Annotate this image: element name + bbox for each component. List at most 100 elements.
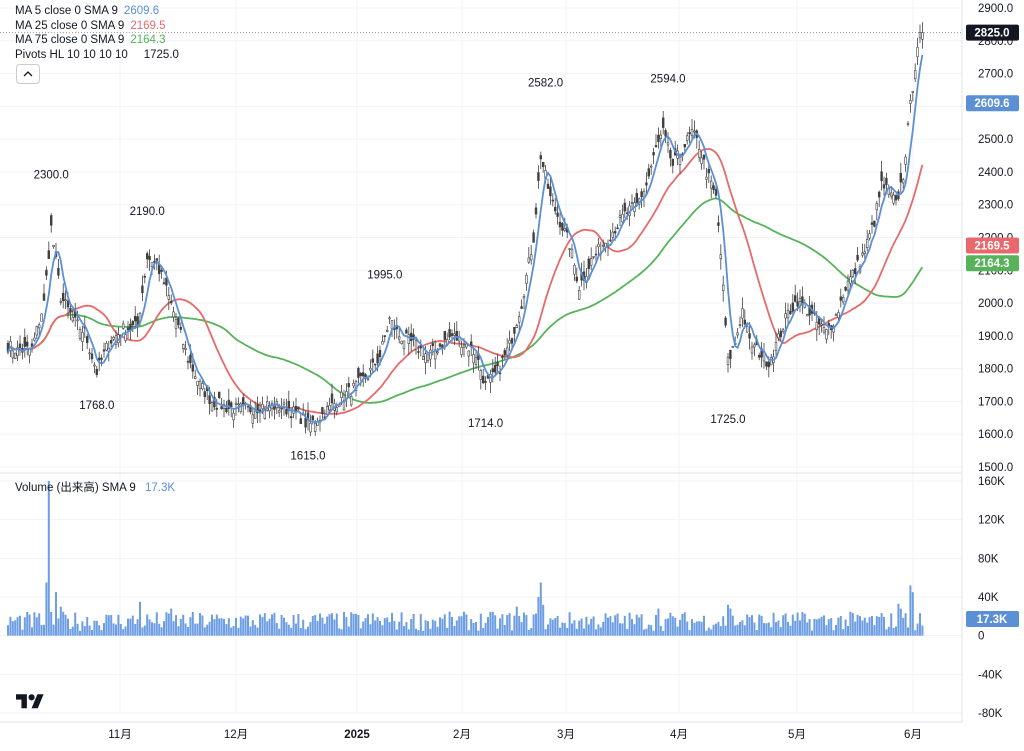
- volume-bar: [532, 614, 535, 636]
- axes[interactable]: 2900.02800.02700.02600.02500.02400.02300…: [108, 3, 1019, 741]
- volume-bar: [379, 620, 381, 636]
- candle-body: [227, 399, 230, 409]
- candle-body: [330, 393, 334, 404]
- volume-bar: [859, 616, 861, 636]
- candle-body: [45, 269, 48, 276]
- volume-bar: [201, 615, 204, 636]
- legend-ma75[interactable]: MA 75 close 0 SMA 9 2164.3: [15, 33, 179, 48]
- volume-bar: [427, 621, 429, 636]
- candle-body: [443, 330, 446, 340]
- volume-bar: [705, 630, 708, 636]
- volume-bar: [407, 629, 410, 636]
- candle-body: [189, 354, 192, 364]
- candle-body: [150, 262, 154, 267]
- volume-bar: [26, 611, 29, 636]
- volume-bar: [74, 612, 77, 636]
- candle-body: [657, 134, 660, 143]
- volume-bar: [280, 615, 283, 636]
- candle-body: [141, 285, 144, 294]
- volume-bar: [856, 614, 859, 636]
- volume-bar: [688, 630, 691, 636]
- volume-bar: [820, 616, 823, 636]
- volume-bar: [261, 617, 264, 636]
- candle-body: [467, 350, 470, 357]
- candle-body: [767, 361, 771, 368]
- price-tick-label: 2400.0: [978, 167, 1013, 179]
- candle-body: [66, 300, 70, 308]
- candle-body: [59, 301, 63, 303]
- volume-bar: [122, 629, 125, 636]
- candle-body: [916, 46, 919, 58]
- volume-bar: [76, 623, 79, 636]
- candle-body: [299, 418, 302, 424]
- volume-bar: [712, 624, 715, 636]
- candle-body: [527, 257, 531, 263]
- volume-bar: [345, 617, 348, 636]
- price-badge-label: 2169.5: [974, 240, 1010, 252]
- legend-ma25[interactable]: MA 25 close 0 SMA 9 2169.5: [15, 19, 179, 34]
- volume-bar: [671, 616, 674, 636]
- candle-body: [741, 308, 744, 319]
- volume-bar: [50, 612, 53, 636]
- tradingview-logo-icon[interactable]: [16, 690, 44, 714]
- volume-bar: [808, 618, 811, 636]
- candle-body: [112, 336, 115, 340]
- volume-tick-label: 0: [978, 631, 984, 643]
- volume-bar: [784, 613, 787, 636]
- candle-body: [297, 406, 300, 410]
- candle-body: [635, 193, 639, 203]
- candle-body: [14, 352, 17, 359]
- candle-body: [613, 231, 617, 234]
- volume-bar: [340, 629, 343, 636]
- volume-legend[interactable]: Volume (出来高) SMA 9 17.3K: [15, 479, 175, 495]
- candle-body: [102, 349, 106, 352]
- candle-body: [49, 215, 53, 226]
- candle-body: [16, 347, 19, 356]
- candle-body: [361, 372, 365, 377]
- candle-body: [906, 123, 910, 125]
- volume-bar: [496, 628, 499, 636]
- volume-bar: [249, 626, 252, 636]
- price-tick-label: 2500.0: [978, 134, 1013, 146]
- volume-bar: [278, 628, 281, 636]
- candle-body: [885, 177, 888, 185]
- volume-bar: [631, 619, 633, 636]
- volume-bar: [297, 614, 300, 636]
- volume-bar: [412, 613, 415, 636]
- volume-bar: [244, 615, 247, 636]
- collapse-legend-button[interactable]: [16, 64, 40, 84]
- legend-ma5[interactable]: MA 5 close 0 SMA 9 2609.6: [15, 4, 179, 19]
- volume-bar: [842, 629, 845, 636]
- volume-bar: [146, 614, 149, 636]
- candle-body: [683, 143, 687, 148]
- candle-body: [621, 213, 624, 223]
- candle-body: [433, 349, 437, 360]
- volume-bar: [873, 625, 876, 636]
- volume-bar: [95, 620, 98, 636]
- candle-body: [143, 276, 146, 278]
- candle-body: [793, 295, 797, 302]
- candle-body: [573, 264, 576, 275]
- volume-bar: [127, 618, 129, 636]
- volume-bar: [563, 623, 566, 636]
- volume-bar: [914, 630, 917, 636]
- legend-pivots[interactable]: Pivots HL 10 10 10 10 1725.0: [15, 48, 179, 63]
- candle-body: [786, 309, 790, 319]
- legend-ma75-value: 2164.3: [130, 34, 166, 47]
- volume-badge-label: 17.3K: [977, 614, 1008, 626]
- candle-body: [450, 333, 454, 337]
- volume-bar: [9, 616, 12, 636]
- volume-bar: [172, 621, 175, 636]
- volume-bar: [381, 625, 384, 636]
- volume-bar: [179, 618, 182, 636]
- time-tick-label: 2月: [453, 729, 471, 741]
- candle-body: [805, 314, 809, 317]
- candle-body: [309, 422, 312, 433]
- candle-body: [436, 351, 439, 354]
- price-tick-label: 1500.0: [978, 462, 1013, 474]
- candle-body: [853, 268, 857, 275]
- candle-body: [825, 329, 828, 340]
- volume-bar: [664, 619, 667, 636]
- volume-bar: [731, 615, 734, 636]
